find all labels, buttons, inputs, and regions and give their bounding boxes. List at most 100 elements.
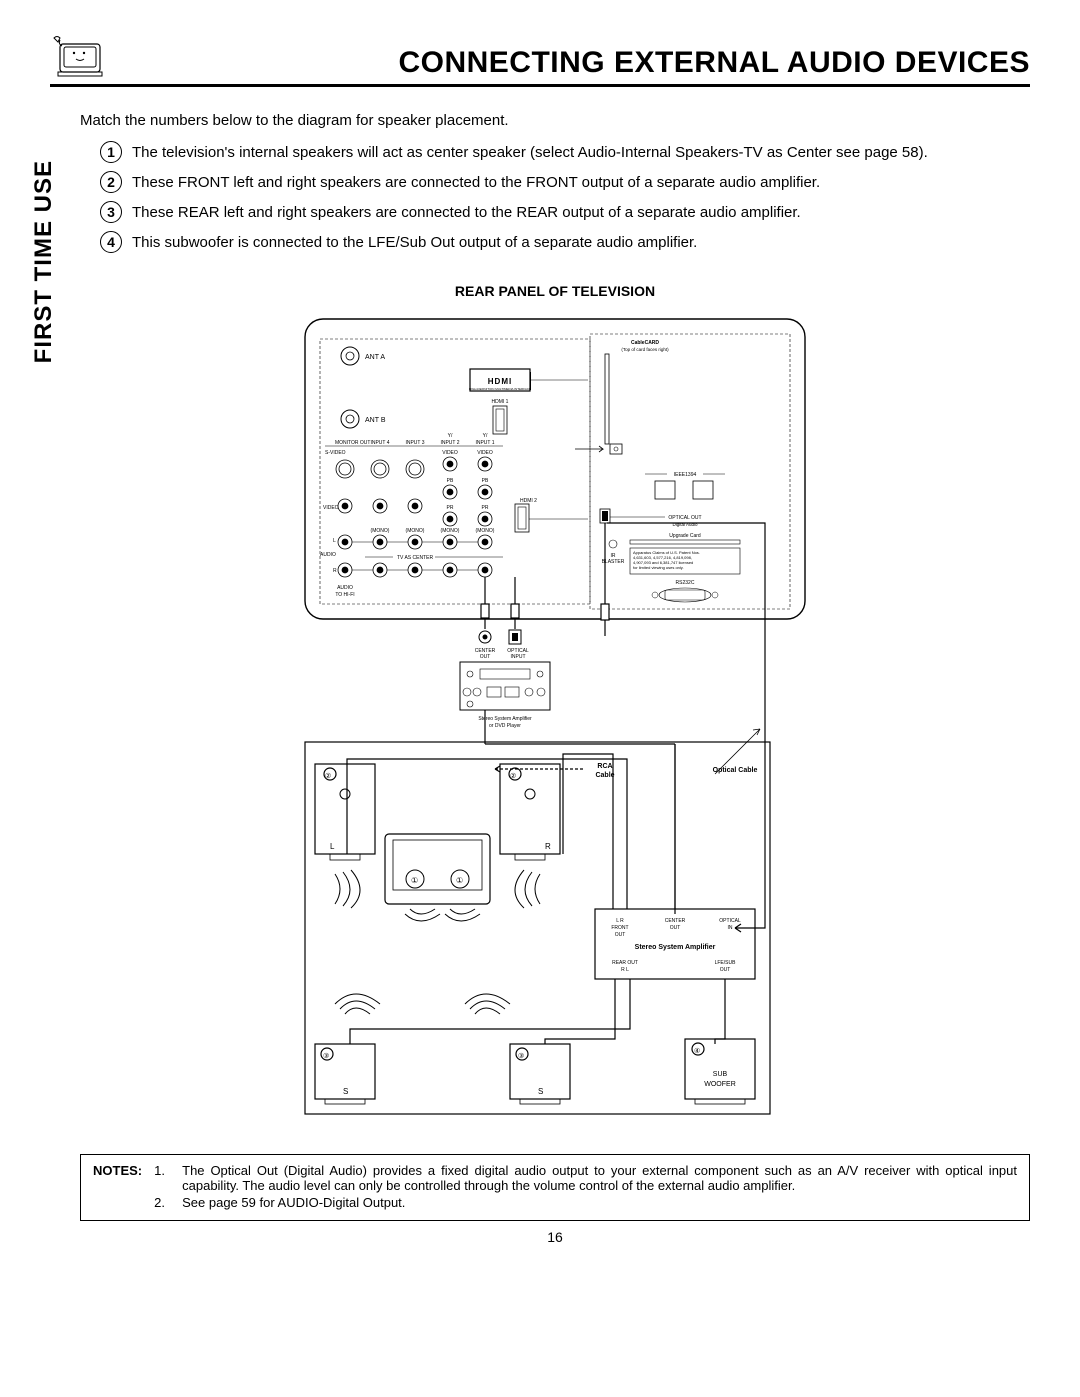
svg-text:R: R: [333, 568, 337, 574]
step-num-3: 3: [100, 201, 122, 223]
svg-text:HDMI 1: HDMI 1: [492, 399, 509, 405]
step-num-1: 1: [100, 141, 122, 163]
step-2: 2These FRONT left and right speakers are…: [100, 171, 1030, 193]
svg-text:PR: PR: [482, 505, 489, 511]
svg-text:①: ①: [411, 876, 418, 885]
svg-text:SUB: SUB: [713, 1071, 728, 1078]
page-header: CONNECTING EXTERNAL AUDIO DEVICES: [50, 30, 1030, 87]
content-area: Match the numbers below to the diagram f…: [80, 112, 1030, 1245]
svg-text:Upgrade Card: Upgrade Card: [669, 533, 701, 539]
page-number: 16: [80, 1229, 1030, 1245]
diagram-title: REAR PANEL OF TELEVISION: [80, 283, 1030, 299]
intro-text: Match the numbers below to the diagram f…: [80, 112, 1030, 129]
step-text-3: These REAR left and right speakers are c…: [132, 204, 801, 221]
svg-text:L: L: [333, 538, 336, 544]
svg-text:OPTICAL: OPTICAL: [719, 918, 741, 924]
svg-text:TV AS CENTER: TV AS CENTER: [397, 555, 434, 561]
svg-text:HDMI: HDMI: [488, 377, 512, 386]
step-list: 1 The television's internal speakers will…: [100, 141, 1030, 253]
svg-text:OPTICAL OUT: OPTICAL OUT: [668, 515, 701, 521]
note-text-2: See page 59 for AUDIO-Digital Output.: [182, 1195, 1017, 1210]
speaker-layout: ② L ② R RCA Cable Optical Cable: [305, 517, 770, 1134]
svg-text:Stereo System Amplifier: Stereo System Amplifier: [478, 716, 532, 722]
note-2: 2. See page 59 for AUDIO-Digital Output.: [154, 1195, 1017, 1210]
svg-text:Y/: Y/: [483, 433, 488, 439]
svg-text:MONITOR OUT: MONITOR OUT: [335, 440, 370, 446]
svg-text:Optical Cable: Optical Cable: [713, 767, 758, 774]
svg-text:R L: R L: [621, 967, 629, 973]
svg-text:Cable: Cable: [595, 772, 614, 779]
svg-text:HIGH-DEFINITION MULTIMEDIA INT: HIGH-DEFINITION MULTIMEDIA INTERFACE: [469, 387, 531, 391]
svg-text:OUT: OUT: [615, 932, 626, 938]
svg-text:WOOFER: WOOFER: [704, 1081, 736, 1088]
svg-text:LFE/SUB: LFE/SUB: [715, 960, 737, 966]
notes-box: NOTES: 1. The Optical Out (Digital Audio…: [80, 1154, 1030, 1221]
svg-text:INPUT 4: INPUT 4: [370, 440, 389, 446]
svg-text:④: ④: [694, 1047, 700, 1055]
note-text-1: The Optical Out (Digital Audio) provides…: [182, 1163, 1017, 1193]
svg-text:AUDIO: AUDIO: [337, 585, 353, 591]
svg-text:R: R: [545, 842, 551, 851]
svg-text:or DVD Player: or DVD Player: [489, 723, 521, 729]
svg-text:for limited viewing uses only.: for limited viewing uses only.: [633, 565, 684, 570]
receiver-box: CENTER OUT OPTICAL INPUT Stereo System A…: [460, 630, 550, 729]
svg-text:OUT: OUT: [480, 654, 491, 660]
svg-text:CableCARD: CableCARD: [631, 340, 659, 346]
page-title: CONNECTING EXTERNAL AUDIO DEVICES: [398, 46, 1030, 80]
diagram-container: ANT A ANT B HDMI HIGH-DEFINITION MULTIME…: [80, 314, 1030, 1134]
svg-text:(MONO): (MONO): [406, 528, 425, 534]
svg-text:INPUT 1: INPUT 1: [475, 440, 494, 446]
svg-text:②: ②: [510, 772, 516, 780]
svg-text:(MONO): (MONO): [371, 528, 390, 534]
svg-text:PR: PR: [447, 505, 454, 511]
step-num-2: 2: [100, 171, 122, 193]
svg-text:L R: L R: [616, 918, 624, 924]
svg-text:IEEE1394: IEEE1394: [674, 472, 697, 478]
notes-label: NOTES:: [93, 1163, 142, 1212]
svg-text:REAR OUT: REAR OUT: [612, 960, 638, 966]
svg-text:PB: PB: [447, 478, 454, 484]
svg-text:CENTER: CENTER: [665, 918, 686, 924]
svg-text:Stereo System Amplifier: Stereo System Amplifier: [635, 944, 716, 951]
svg-text:VIDEO: VIDEO: [323, 505, 339, 511]
svg-text:TO HI-FI: TO HI-FI: [335, 592, 354, 598]
tv-owl-icon: [50, 30, 110, 80]
svg-text:IN: IN: [728, 925, 733, 931]
svg-text:INPUT 3: INPUT 3: [405, 440, 424, 446]
svg-text:VIDEO: VIDEO: [477, 450, 493, 456]
svg-text:ANT B: ANT B: [365, 417, 386, 424]
svg-text:③: ③: [323, 1052, 329, 1060]
step-1: 1 The television's internal speakers will…: [100, 141, 1030, 163]
svg-text:S-VIDEO: S-VIDEO: [325, 450, 346, 456]
wiring-diagram: ANT A ANT B HDMI HIGH-DEFINITION MULTIME…: [275, 314, 835, 1134]
note-num-1: 1.: [154, 1163, 172, 1193]
svg-text:INPUT: INPUT: [511, 654, 526, 660]
svg-text:①: ①: [456, 876, 463, 885]
step-num-4: 4: [100, 231, 122, 253]
svg-text:VIDEO: VIDEO: [442, 450, 458, 456]
svg-text:OUT: OUT: [670, 925, 681, 931]
step-4: 4 This subwoofer is connected to the LFE/…: [100, 231, 1030, 253]
svg-text:②: ②: [325, 772, 331, 780]
svg-text:OUT: OUT: [720, 967, 731, 973]
svg-text:(MONO): (MONO): [441, 528, 460, 534]
rear-panel: ANT A ANT B HDMI HIGH-DEFINITION MULTIME…: [305, 319, 805, 619]
svg-text:AUDIO: AUDIO: [320, 552, 336, 558]
svg-text:RS232C: RS232C: [676, 580, 695, 586]
step-text-4: This subwoofer is connected to the LFE/S…: [132, 234, 697, 251]
step-3: 3 These REAR left and right speakers are …: [100, 201, 1030, 223]
svg-text:③: ③: [518, 1052, 524, 1060]
svg-text:(MONO): (MONO): [476, 528, 495, 534]
svg-text:RCA: RCA: [597, 763, 612, 770]
svg-text:ANT A: ANT A: [365, 354, 385, 361]
svg-text:L: L: [330, 842, 335, 851]
notes-list: 1. The Optical Out (Digital Audio) provi…: [154, 1163, 1017, 1212]
svg-text:PB: PB: [482, 478, 489, 484]
svg-text:FRONT: FRONT: [611, 925, 628, 931]
svg-text:S: S: [538, 1087, 543, 1096]
step-text-1: The television's internal speakers will …: [132, 144, 928, 161]
svg-text:(Top of card faces right): (Top of card faces right): [621, 347, 669, 352]
side-tab: FIRST TIME USE: [30, 160, 58, 363]
note-1: 1. The Optical Out (Digital Audio) provi…: [154, 1163, 1017, 1193]
svg-text:Y/: Y/: [448, 433, 453, 439]
